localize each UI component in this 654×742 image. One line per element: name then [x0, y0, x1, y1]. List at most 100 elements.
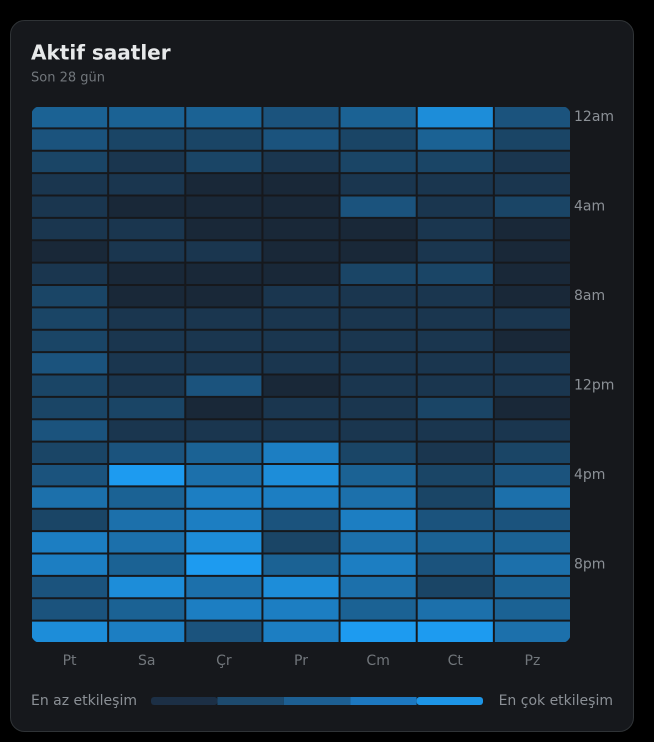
x-tick-label: Pt — [63, 653, 77, 669]
heat-cell — [417, 420, 493, 441]
heat-cell — [32, 107, 108, 128]
heat-cell — [263, 465, 339, 486]
heat-cell — [340, 487, 416, 508]
heat-cell — [263, 174, 339, 195]
x-tick-label: Pz — [525, 653, 541, 669]
heat-cell — [263, 241, 339, 262]
heat-cell — [494, 599, 570, 620]
heat-cell — [32, 576, 108, 598]
heat-cell — [417, 509, 493, 531]
heat-cell — [109, 442, 185, 463]
heat-cell — [340, 554, 416, 575]
x-tick-label: Cm — [366, 653, 389, 669]
heat-cell — [494, 621, 570, 642]
heat-cell — [340, 353, 416, 374]
heat-cell — [340, 241, 416, 262]
heat-cell — [417, 241, 493, 262]
heat-cell — [186, 554, 262, 575]
heat-cell — [32, 487, 108, 508]
heat-cell — [186, 107, 262, 128]
heat-cell — [494, 375, 570, 396]
heat-cell — [494, 532, 570, 553]
heat-cell — [263, 129, 339, 150]
heat-cell — [340, 465, 416, 486]
legend-swatch — [416, 697, 483, 705]
heat-cell — [186, 263, 262, 284]
heat-cell — [417, 107, 493, 128]
y-tick-label: 8am — [574, 288, 605, 304]
heat-cell — [32, 196, 108, 217]
heat-cell — [109, 286, 185, 307]
heat-cell — [494, 442, 570, 463]
heat-cell — [186, 532, 262, 553]
heat-cell — [263, 599, 339, 620]
heat-cell — [494, 107, 570, 128]
y-tick-label: 4pm — [574, 467, 605, 483]
heat-cell — [494, 330, 570, 352]
heat-cell — [32, 129, 108, 150]
heat-cell — [186, 509, 262, 531]
heat-cell — [109, 196, 185, 217]
heat-cell — [263, 442, 339, 463]
heat-cell — [340, 174, 416, 195]
heat-cell — [494, 151, 570, 173]
x-tick-label: Ct — [448, 653, 464, 669]
heat-cell — [186, 621, 262, 642]
heat-cell — [417, 218, 493, 240]
heat-cell — [340, 576, 416, 598]
heat-cell — [494, 554, 570, 575]
heat-cell — [494, 241, 570, 262]
legend-max-label: En çok etkileşim — [499, 693, 613, 709]
heat-cell — [263, 353, 339, 374]
heat-cell — [186, 420, 262, 441]
heat-cell — [186, 397, 262, 419]
heat-cell — [417, 353, 493, 374]
heat-cell — [340, 375, 416, 396]
heat-cell — [32, 218, 108, 240]
y-tick-label: 12pm — [574, 378, 614, 394]
heat-cell — [109, 353, 185, 374]
heat-cell — [263, 375, 339, 396]
heat-cell — [32, 420, 108, 441]
heat-cell — [32, 151, 108, 173]
heat-cell — [417, 397, 493, 419]
heat-cell — [340, 107, 416, 128]
heat-cell — [494, 308, 570, 329]
heat-cell — [186, 129, 262, 150]
heat-cell — [109, 151, 185, 173]
heat-cell — [109, 487, 185, 508]
heat-cell — [417, 621, 493, 642]
heat-cell — [263, 196, 339, 217]
heat-cell — [263, 308, 339, 329]
heat-cell — [340, 308, 416, 329]
heat-cell — [263, 330, 339, 352]
heat-cell — [32, 599, 108, 620]
heat-cell — [417, 487, 493, 508]
heat-cell — [186, 375, 262, 396]
heat-cell — [417, 308, 493, 329]
heat-cell — [263, 218, 339, 240]
heat-cell — [417, 576, 493, 598]
heat-cell — [109, 129, 185, 150]
heat-cell — [340, 509, 416, 531]
heat-cell — [186, 576, 262, 598]
heat-cell — [32, 532, 108, 553]
heat-cell — [417, 330, 493, 352]
heat-cell — [32, 465, 108, 486]
heat-cell — [494, 174, 570, 195]
heat-cell — [494, 576, 570, 598]
heat-cell — [340, 532, 416, 553]
heat-cell — [340, 397, 416, 419]
heat-cell — [109, 576, 185, 598]
heat-cell — [109, 599, 185, 620]
heat-cell — [494, 397, 570, 419]
x-tick-label: Çr — [216, 653, 232, 669]
heat-cell — [340, 196, 416, 217]
heat-cell — [494, 196, 570, 217]
heat-cell — [417, 174, 493, 195]
heat-cell — [32, 621, 108, 642]
heat-cell — [263, 576, 339, 598]
heat-cell — [417, 465, 493, 486]
heat-cell — [109, 107, 185, 128]
